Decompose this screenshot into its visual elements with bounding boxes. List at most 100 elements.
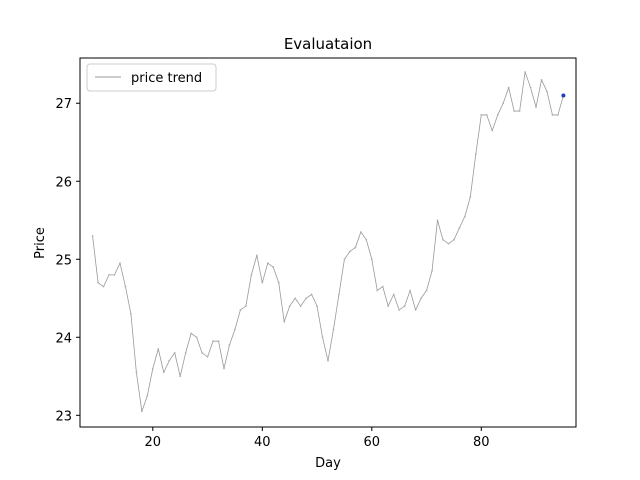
data-point [130,312,132,315]
data-point [513,110,516,112]
x-axis-label: Day [315,456,341,471]
y-axis-label: Price [33,227,48,259]
data-point [321,336,324,339]
data-point [91,234,94,237]
legend-label: price trend [131,71,202,86]
data-point [425,289,428,292]
data-point [168,359,171,362]
data-point [223,367,225,370]
data-point [338,293,340,296]
data-point [310,293,313,296]
data-point [414,309,417,311]
data-point [146,394,149,397]
data-point [206,355,209,358]
data-point [343,258,346,261]
data-point [261,281,264,284]
data-point [381,285,384,288]
data-point [496,114,499,116]
data-point [299,305,302,307]
data-point [359,231,362,233]
data-point [535,106,537,109]
data-point [524,71,526,73]
data-point [179,375,182,378]
data-point [332,328,335,331]
data-point [491,129,494,132]
chart-title: Evaluataion [284,35,372,53]
data-point [190,332,193,335]
data-point [97,281,99,284]
data-point [540,78,543,81]
data-point [124,285,127,288]
data-point [502,102,505,105]
data-point [288,305,291,307]
data-point [453,238,455,241]
data-point [217,340,220,343]
data-point [403,305,406,307]
y-tick-label: 27 [55,97,72,112]
legend: price trend [86,63,217,92]
data-point [507,86,510,89]
data-point [108,273,110,276]
data-point [354,246,357,249]
data-point [255,254,258,257]
data-point [157,348,160,350]
data-point [184,351,187,354]
legend-box [86,63,217,92]
data-point [102,285,105,288]
data-point [244,305,247,307]
data-point [376,289,379,292]
data-point [392,293,395,296]
axes-frame [79,57,577,428]
data-point [212,340,214,343]
data-point [529,86,532,89]
data-point [398,309,401,311]
data-point [283,320,286,323]
x-tick-label: 80 [473,435,490,450]
data-point [294,297,297,300]
data-point [442,238,444,241]
data-point [557,114,559,116]
data-point [266,262,269,265]
data-point [409,289,412,292]
y-tick-label: 23 [55,409,72,424]
data-point [250,273,253,276]
data-point [272,266,275,268]
data-point [518,110,521,112]
x-axis-ticks: 20 40 60 80 [145,427,490,450]
data-point [135,371,138,374]
data-point [348,250,351,253]
y-axis-ticks: 23 24 25 26 27 [55,97,80,424]
y-tick-label: 24 [55,331,72,346]
data-point [201,351,203,354]
y-tick-label: 25 [55,253,72,268]
data-point [551,114,554,116]
data-point [431,270,433,272]
data-point [327,359,329,362]
data-point [239,309,242,311]
data-point [119,262,121,265]
x-tick-label: 60 [364,435,381,450]
data-point [447,242,450,245]
x-tick-label: 20 [145,435,162,450]
data-point [162,371,165,374]
data-point [234,328,236,331]
data-point [420,297,422,300]
x-tick-label: 40 [254,435,271,450]
data-point [469,195,472,198]
highlight-point [561,93,566,98]
data-point [546,90,548,93]
data-point [316,305,318,307]
data-point [305,297,308,300]
data-point [480,114,483,116]
data-point [474,153,477,155]
data-point [365,238,368,241]
data-point [140,410,143,413]
data-point [113,273,116,276]
data-point [173,351,176,354]
data-point [228,344,231,346]
data-point [463,215,466,218]
data-point [485,114,488,116]
data-point [277,281,280,284]
data-point [195,336,198,339]
